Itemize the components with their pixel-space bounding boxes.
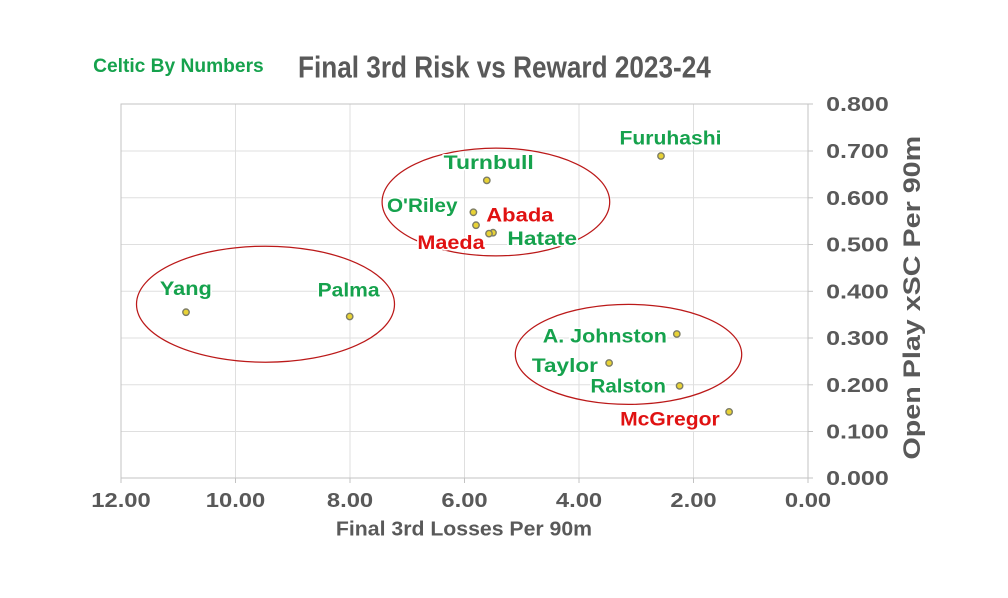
svg-text:McGregor: McGregor <box>620 409 720 430</box>
svg-text:2.00: 2.00 <box>670 489 716 512</box>
svg-text:0.000: 0.000 <box>826 466 889 489</box>
svg-text:0.00: 0.00 <box>785 489 831 512</box>
svg-text:8.00: 8.00 <box>327 489 373 512</box>
svg-text:6.00: 6.00 <box>441 489 487 512</box>
svg-text:0.700: 0.700 <box>826 139 889 162</box>
svg-text:0.500: 0.500 <box>826 233 889 256</box>
svg-text:Turnbull: Turnbull <box>444 153 534 174</box>
svg-text:12.00: 12.00 <box>91 489 151 512</box>
svg-text:4.00: 4.00 <box>556 489 602 512</box>
svg-text:A. Johnston: A. Johnston <box>543 327 667 348</box>
svg-text:Maeda: Maeda <box>417 233 485 254</box>
svg-text:Ralston: Ralston <box>591 376 666 397</box>
svg-text:Celtic By Numbers: Celtic By Numbers <box>93 56 264 77</box>
svg-text:0.300: 0.300 <box>826 326 889 349</box>
svg-text:0.100: 0.100 <box>826 420 889 443</box>
svg-text:Hatate: Hatate <box>507 229 577 250</box>
svg-text:Open Play xSC Per 90m: Open Play xSC Per 90m <box>898 136 925 460</box>
svg-text:10.00: 10.00 <box>206 489 266 512</box>
svg-text:Palma: Palma <box>318 281 381 302</box>
svg-text:0.400: 0.400 <box>826 280 889 303</box>
svg-text:Furuhashi: Furuhashi <box>620 128 722 149</box>
svg-text:0.600: 0.600 <box>826 186 889 209</box>
svg-text:O'Riley: O'Riley <box>387 196 458 217</box>
svg-text:Final 3rd Losses Per 90m: Final 3rd Losses Per 90m <box>336 518 592 540</box>
svg-text:0.200: 0.200 <box>826 373 889 396</box>
svg-text:Taylor: Taylor <box>532 356 598 377</box>
svg-text:Final 3rd Risk vs Reward 2023-: Final 3rd Risk vs Reward 2023-24 <box>298 51 711 85</box>
svg-text:0.800: 0.800 <box>826 92 889 115</box>
svg-text:Abada: Abada <box>486 205 554 226</box>
svg-text:Yang: Yang <box>160 279 212 299</box>
